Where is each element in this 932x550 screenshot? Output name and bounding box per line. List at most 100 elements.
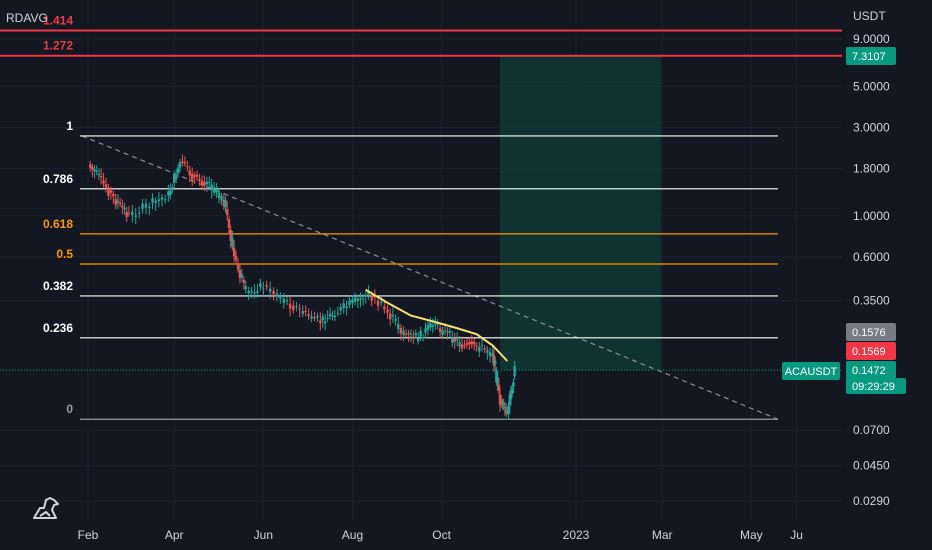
overlay-label: RDAVG [6,11,48,25]
candle-body [323,321,327,324]
fib-level-label: 0 [66,402,73,416]
candle-body [160,197,164,200]
long-position-zone[interactable] [500,55,661,371]
candle-body [404,334,408,336]
candle-body [361,298,365,300]
candle-body [288,303,292,309]
candle-body [91,166,94,170]
candle-body [373,296,377,298]
candle-body [292,305,295,311]
y-tick-label: 3.0000 [853,120,890,134]
price-badge-value: 0.1472 [852,365,886,377]
candle-body [183,162,187,164]
candle-body [295,306,298,308]
y-tick-label: 1.0000 [853,209,890,223]
candle-body [121,205,124,208]
candle-body [131,211,134,216]
candle-body [301,311,304,314]
candle-body [157,199,161,202]
candle-body [95,170,98,172]
price-axis[interactable]: 9.0000 5.0000 3.0000 1.8000 1.0000 0.6000 0.35… [853,32,890,508]
candle-body [458,342,461,347]
candle-body [429,322,432,328]
candle-body [200,181,204,185]
candle-body [417,338,420,342]
price-badge [846,323,896,341]
candle-body [453,338,456,342]
fib-level-label: 1 [66,119,73,133]
candle-body [253,292,256,294]
candle-body [383,306,386,310]
candle-body [397,324,400,330]
candle-body [163,199,167,201]
candle-body [509,390,513,400]
candle-body [176,167,180,173]
fib-retracement[interactable]: 1.414 1.272 1 0.786 0.618 0.5 0.382 0.236 0 [0,14,842,420]
candle-body [399,327,403,334]
candle-body [169,190,172,196]
candle-body [446,331,449,333]
candle-body [240,274,244,278]
x-tick-label: Mar [652,528,673,542]
fib-level-label: 0.236 [43,321,73,335]
candle-body [112,193,115,197]
candle-body [93,169,96,172]
candle-body [99,176,103,178]
candle-body [414,333,417,336]
candle-body [118,202,122,204]
candle-body [247,290,250,294]
candle-body [226,209,229,216]
candle-body [186,166,189,168]
candle-body [298,308,301,310]
candle-body [198,179,201,181]
candle-body [328,313,332,317]
candle-body [492,355,496,366]
candle-body [480,344,484,346]
y-tick-label: 9.0000 [853,32,890,46]
candle-body [376,300,380,306]
candle-body [236,263,240,270]
candle-body [154,200,157,203]
time-axis[interactable]: Feb Apr Jun Aug Oct 2023 Mar May Ju [78,528,803,542]
candle-body [114,198,117,206]
candle-body [272,290,275,294]
candle-body [379,302,383,304]
candle-body [412,336,415,339]
candle-body [275,293,279,297]
candle-body [227,219,231,229]
candle-body [109,190,113,193]
fib-level-label: 1.414 [43,14,73,28]
candle-body [438,328,442,332]
candle-body [125,212,128,217]
candle-body [483,348,486,350]
candle-body [470,341,473,345]
tradingview-logo-icon[interactable] [33,497,59,519]
candle-body [486,350,489,353]
candle-body [203,181,206,186]
candle-body [285,300,289,302]
candle-body [434,323,437,325]
candle-body [421,337,425,339]
candle-body [104,184,108,188]
trend-line[interactable] [81,135,779,420]
candle-body [212,187,216,193]
x-tick-label: Oct [432,528,451,542]
candle-body [244,286,247,290]
candle-body [498,394,502,405]
candle-body [510,388,514,394]
candle-body [496,376,499,384]
candle-body [195,174,199,177]
candle-body [391,315,395,317]
candles [88,154,516,421]
candle-body [409,333,413,335]
rdavg-line [365,288,509,362]
candle-body [342,303,345,309]
candle-body [316,315,319,318]
countdown-tag: 09:29:29 [846,378,906,394]
fib-level-label: 0.382 [43,279,73,293]
y-tick-label: 5.0000 [853,79,890,93]
price-badge-value: 0.1576 [852,327,886,339]
fib-level-label: 1.272 [43,39,73,53]
candle-body [256,291,259,293]
